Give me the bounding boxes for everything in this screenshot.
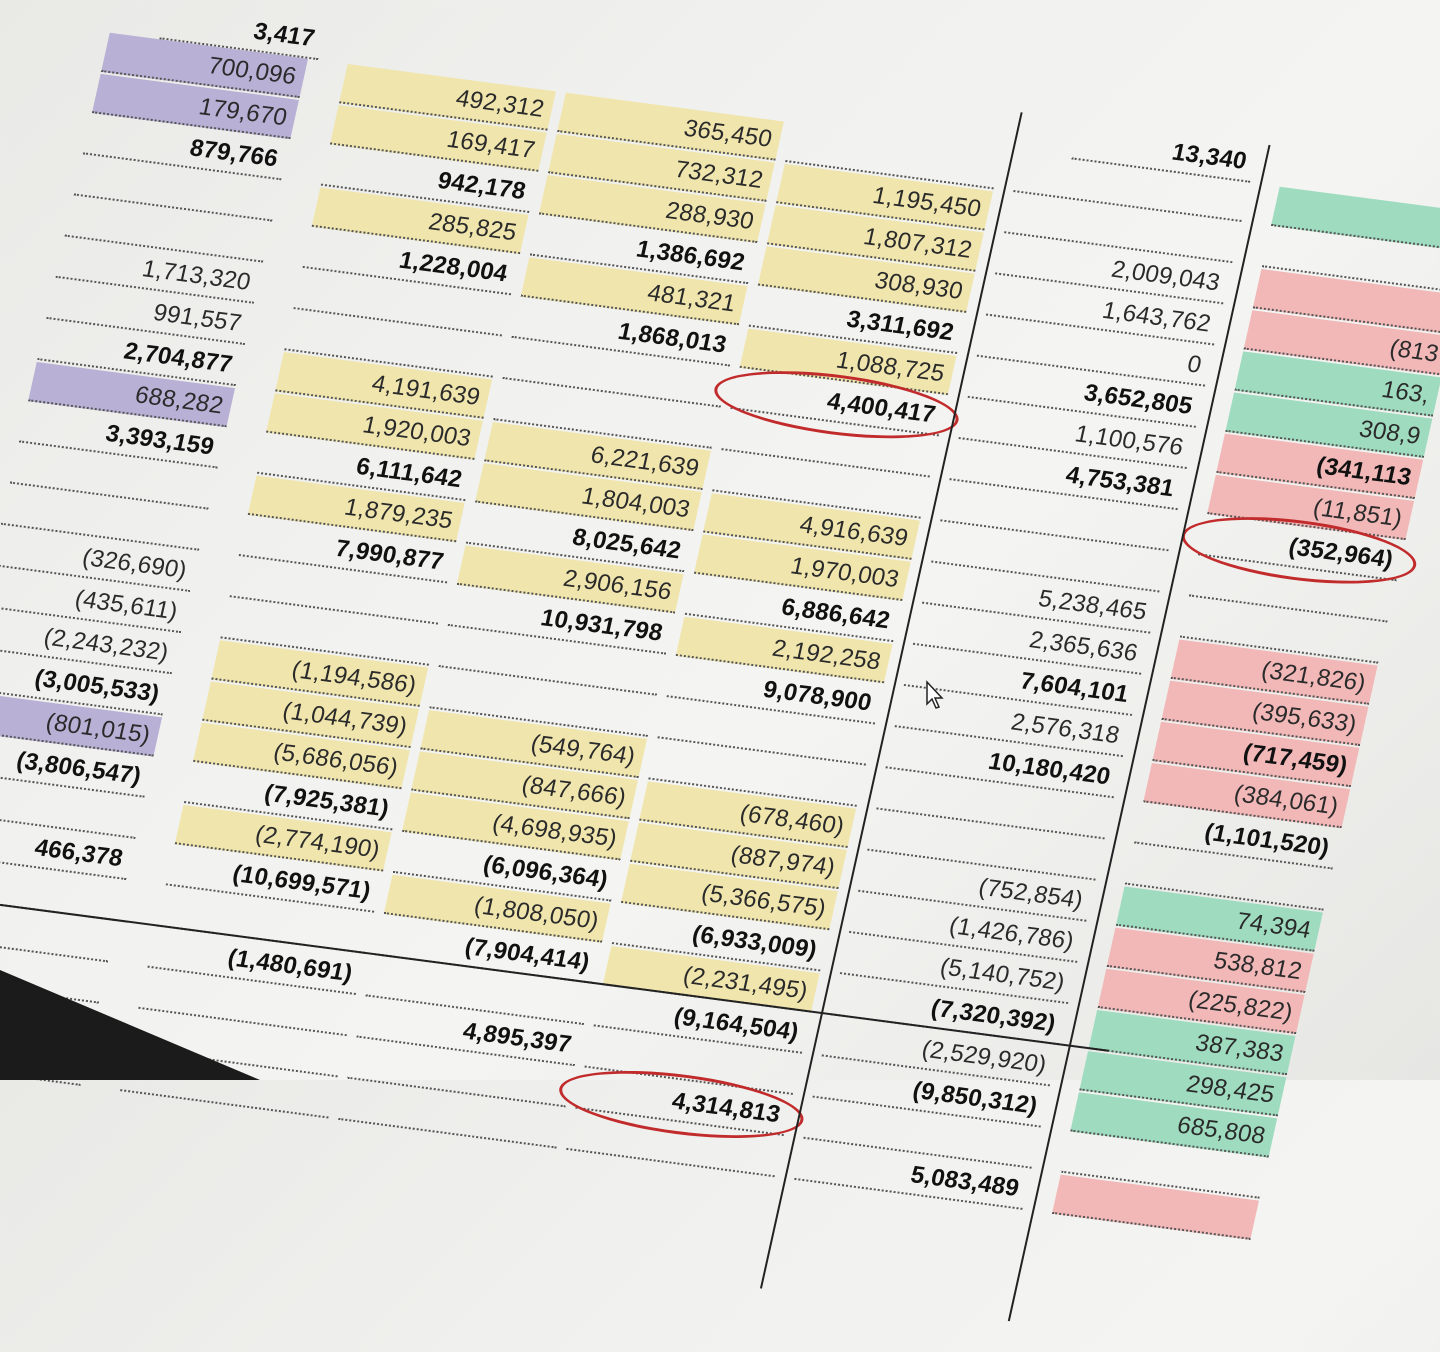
mouse-cursor-icon [925, 680, 945, 710]
monitor-bezel [0, 970, 260, 1080]
